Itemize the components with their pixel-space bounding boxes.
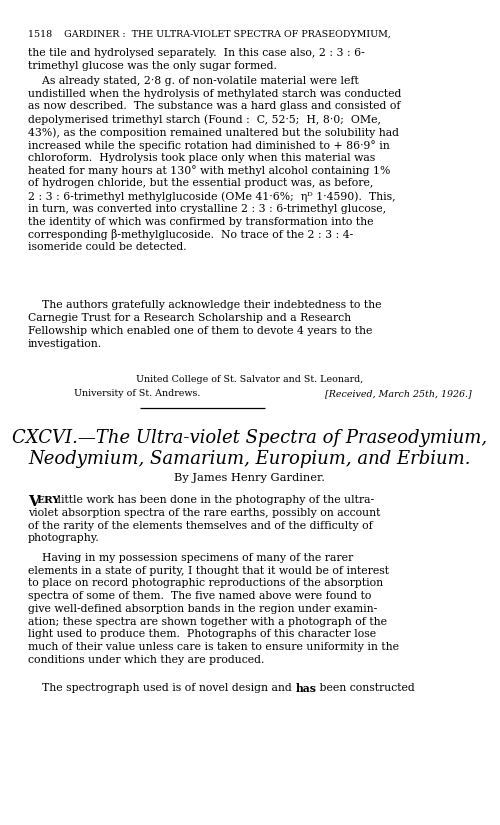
Text: give well-defined absorption bands in the region under examin-: give well-defined absorption bands in th… xyxy=(28,604,378,614)
Text: isomeride could be detected.: isomeride could be detected. xyxy=(28,242,186,252)
Text: 1518    GARDINER :  THE ULTRA-VIOLET SPECTRA OF PRASEODYMIUM,: 1518 GARDINER : THE ULTRA-VIOLET SPECTRA… xyxy=(28,30,391,39)
Text: ation; these spectra are shown together with a photograph of the: ation; these spectra are shown together … xyxy=(28,617,387,627)
Text: University of St. Andrews.: University of St. Andrews. xyxy=(74,389,200,398)
Text: The authors gratefully acknowledge their indebtedness to the: The authors gratefully acknowledge their… xyxy=(28,300,382,310)
Text: undistilled when the hydrolysis of methylated starch was conducted: undistilled when the hydrolysis of methy… xyxy=(28,88,402,99)
Text: been constructed: been constructed xyxy=(316,683,415,693)
Text: spectra of some of them.  The five named above were found to: spectra of some of them. The five named … xyxy=(28,591,372,601)
Text: ERY: ERY xyxy=(36,496,60,505)
Text: CXCVI.—The Ultra-violet Spectra of Praseodymium,: CXCVI.—The Ultra-violet Spectra of Prase… xyxy=(12,429,488,447)
Text: as now described.  The substance was a hard glass and consisted of: as now described. The substance was a ha… xyxy=(28,101,400,111)
Text: much of their value unless care is taken to ensure uniformity in the: much of their value unless care is taken… xyxy=(28,643,399,653)
Text: Neodymium, Samarium, Europium, and Erbium.: Neodymium, Samarium, Europium, and Erbiu… xyxy=(29,450,471,468)
Text: to place on record photographic reproductions of the absorption: to place on record photographic reproduc… xyxy=(28,578,383,588)
Text: heated for many hours at 130° with methyl alcohol containing 1%: heated for many hours at 130° with methy… xyxy=(28,165,390,177)
Text: violet absorption spectra of the rare earths, possibly on account: violet absorption spectra of the rare ea… xyxy=(28,507,380,518)
Text: conditions under which they are produced.: conditions under which they are produced… xyxy=(28,655,264,665)
Text: chloroform.  Hydrolysis took place only when this material was: chloroform. Hydrolysis took place only w… xyxy=(28,153,375,163)
Text: of the rarity of the elements themselves and of the difficulty of: of the rarity of the elements themselves… xyxy=(28,521,373,530)
Text: light used to produce them.  Photographs of this character lose: light used to produce them. Photographs … xyxy=(28,629,376,639)
Text: The spectrograph used is of novel design and: The spectrograph used is of novel design… xyxy=(28,683,295,693)
Text: By James Henry Gardiner.: By James Henry Gardiner. xyxy=(174,473,326,483)
Text: trimethyl glucose was the only sugar formed.: trimethyl glucose was the only sugar for… xyxy=(28,61,277,71)
Text: corresponding β-methylglucoside.  No trace of the 2 : 3 : 4-: corresponding β-methylglucoside. No trac… xyxy=(28,229,353,240)
Text: As already stated, 2·8 g. of non-volatile material were left: As already stated, 2·8 g. of non-volatil… xyxy=(28,76,359,86)
Text: has: has xyxy=(295,683,316,694)
Text: depolymerised trimethyl starch (Found :  C, 52·5;  H, 8·0;  OMe,: depolymerised trimethyl starch (Found : … xyxy=(28,114,381,125)
Text: elements in a state of purity, I thought that it would be of interest: elements in a state of purity, I thought… xyxy=(28,566,389,576)
Text: little work has been done in the photography of the ultra-: little work has been done in the photogr… xyxy=(54,495,374,505)
Text: Carnegie Trust for a Research Scholarship and a Research: Carnegie Trust for a Research Scholarshi… xyxy=(28,313,351,323)
Text: V: V xyxy=(28,495,40,509)
Text: 2 : 3 : 6-trimethyl methylglucoside (OMe 41·6%;  ηᴰ 1·4590).  This,: 2 : 3 : 6-trimethyl methylglucoside (OMe… xyxy=(28,191,396,201)
Text: [Received, March 25th, 1926.]: [Received, March 25th, 1926.] xyxy=(325,389,472,398)
Text: increased while the specific rotation had diminished to + 86·9° in: increased while the specific rotation ha… xyxy=(28,139,390,151)
Text: 43%), as the composition remained unaltered but the solubility had: 43%), as the composition remained unalte… xyxy=(28,127,399,138)
Text: investigation.: investigation. xyxy=(28,338,102,349)
Text: Fellowship which enabled one of them to devote 4 years to the: Fellowship which enabled one of them to … xyxy=(28,326,372,336)
Text: United College of St. Salvator and St. Leonard,: United College of St. Salvator and St. L… xyxy=(136,375,364,384)
Text: photography.: photography. xyxy=(28,534,100,544)
Text: in turn, was converted into crystalline 2 : 3 : 6-trimethyl glucose,: in turn, was converted into crystalline … xyxy=(28,204,386,214)
Text: the identity of which was confirmed by transformation into the: the identity of which was confirmed by t… xyxy=(28,216,374,227)
Text: Having in my possession specimens of many of the rarer: Having in my possession specimens of man… xyxy=(28,553,353,563)
Text: of hydrogen chloride, but the essential product was, as before,: of hydrogen chloride, but the essential … xyxy=(28,178,374,188)
Text: the tile and hydrolysed separately.  In this case also, 2 : 3 : 6-: the tile and hydrolysed separately. In t… xyxy=(28,48,365,58)
